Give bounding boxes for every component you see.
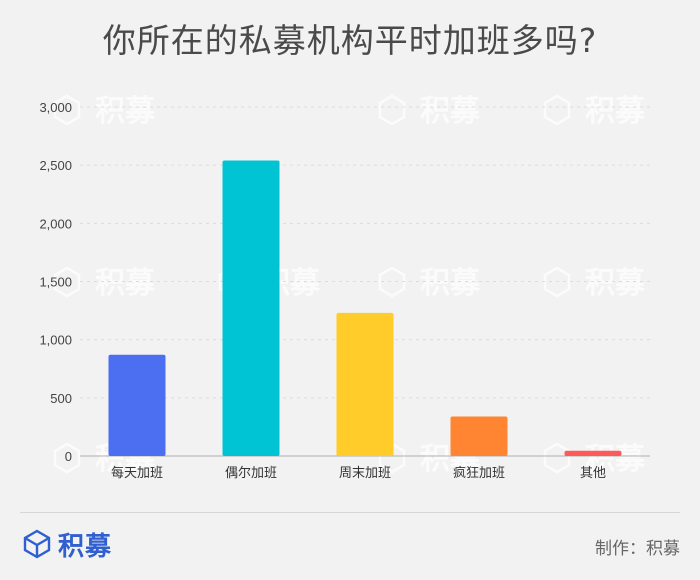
bar	[336, 312, 394, 456]
credit-text: 制作：积募	[595, 539, 680, 559]
cube-logo-icon	[23, 529, 51, 559]
logo-text: 积募	[58, 531, 113, 562]
x-tick-label: 周末加班	[339, 466, 391, 481]
y-tick-label: 3,000	[39, 100, 72, 115]
bar	[564, 450, 622, 456]
y-tick-label: 2,500	[39, 158, 72, 173]
x-tick-label: 每天加班	[111, 465, 163, 481]
watermark: 积募	[53, 266, 156, 301]
x-tick-label: 其他	[580, 466, 606, 481]
x-tick-label: 偶尔加班	[225, 466, 277, 481]
watermark-text: 积募	[585, 442, 646, 477]
watermark-text: 积募	[585, 94, 646, 129]
bar	[108, 354, 166, 456]
brand-logo: 积募	[22, 527, 113, 562]
watermark: 积募	[543, 94, 646, 129]
x-tick-label: 疯狂加班	[453, 465, 505, 481]
watermark-text: 积募	[95, 94, 156, 129]
y-tick-label: 0	[65, 449, 72, 464]
watermark-text: 积募	[420, 94, 481, 129]
bar	[450, 416, 508, 456]
watermark-text: 积募	[585, 266, 646, 301]
y-tick-label: 1,500	[39, 275, 72, 290]
watermark: 积募	[378, 266, 481, 301]
watermark: 积募	[543, 442, 646, 477]
watermark: 积募	[53, 94, 156, 129]
chart-title: 你所在的私募机构平时加班多吗?	[102, 21, 598, 60]
y-tick-label: 1,000	[39, 333, 72, 348]
watermark: 积募	[378, 94, 481, 129]
y-tick-label: 500	[50, 391, 72, 406]
watermark-text: 积募	[420, 266, 481, 301]
watermark: 积募	[543, 266, 646, 301]
watermark-text: 积募	[95, 266, 156, 301]
footer-divider	[20, 512, 680, 513]
bar	[222, 160, 280, 456]
y-tick-label: 2,000	[39, 216, 72, 231]
